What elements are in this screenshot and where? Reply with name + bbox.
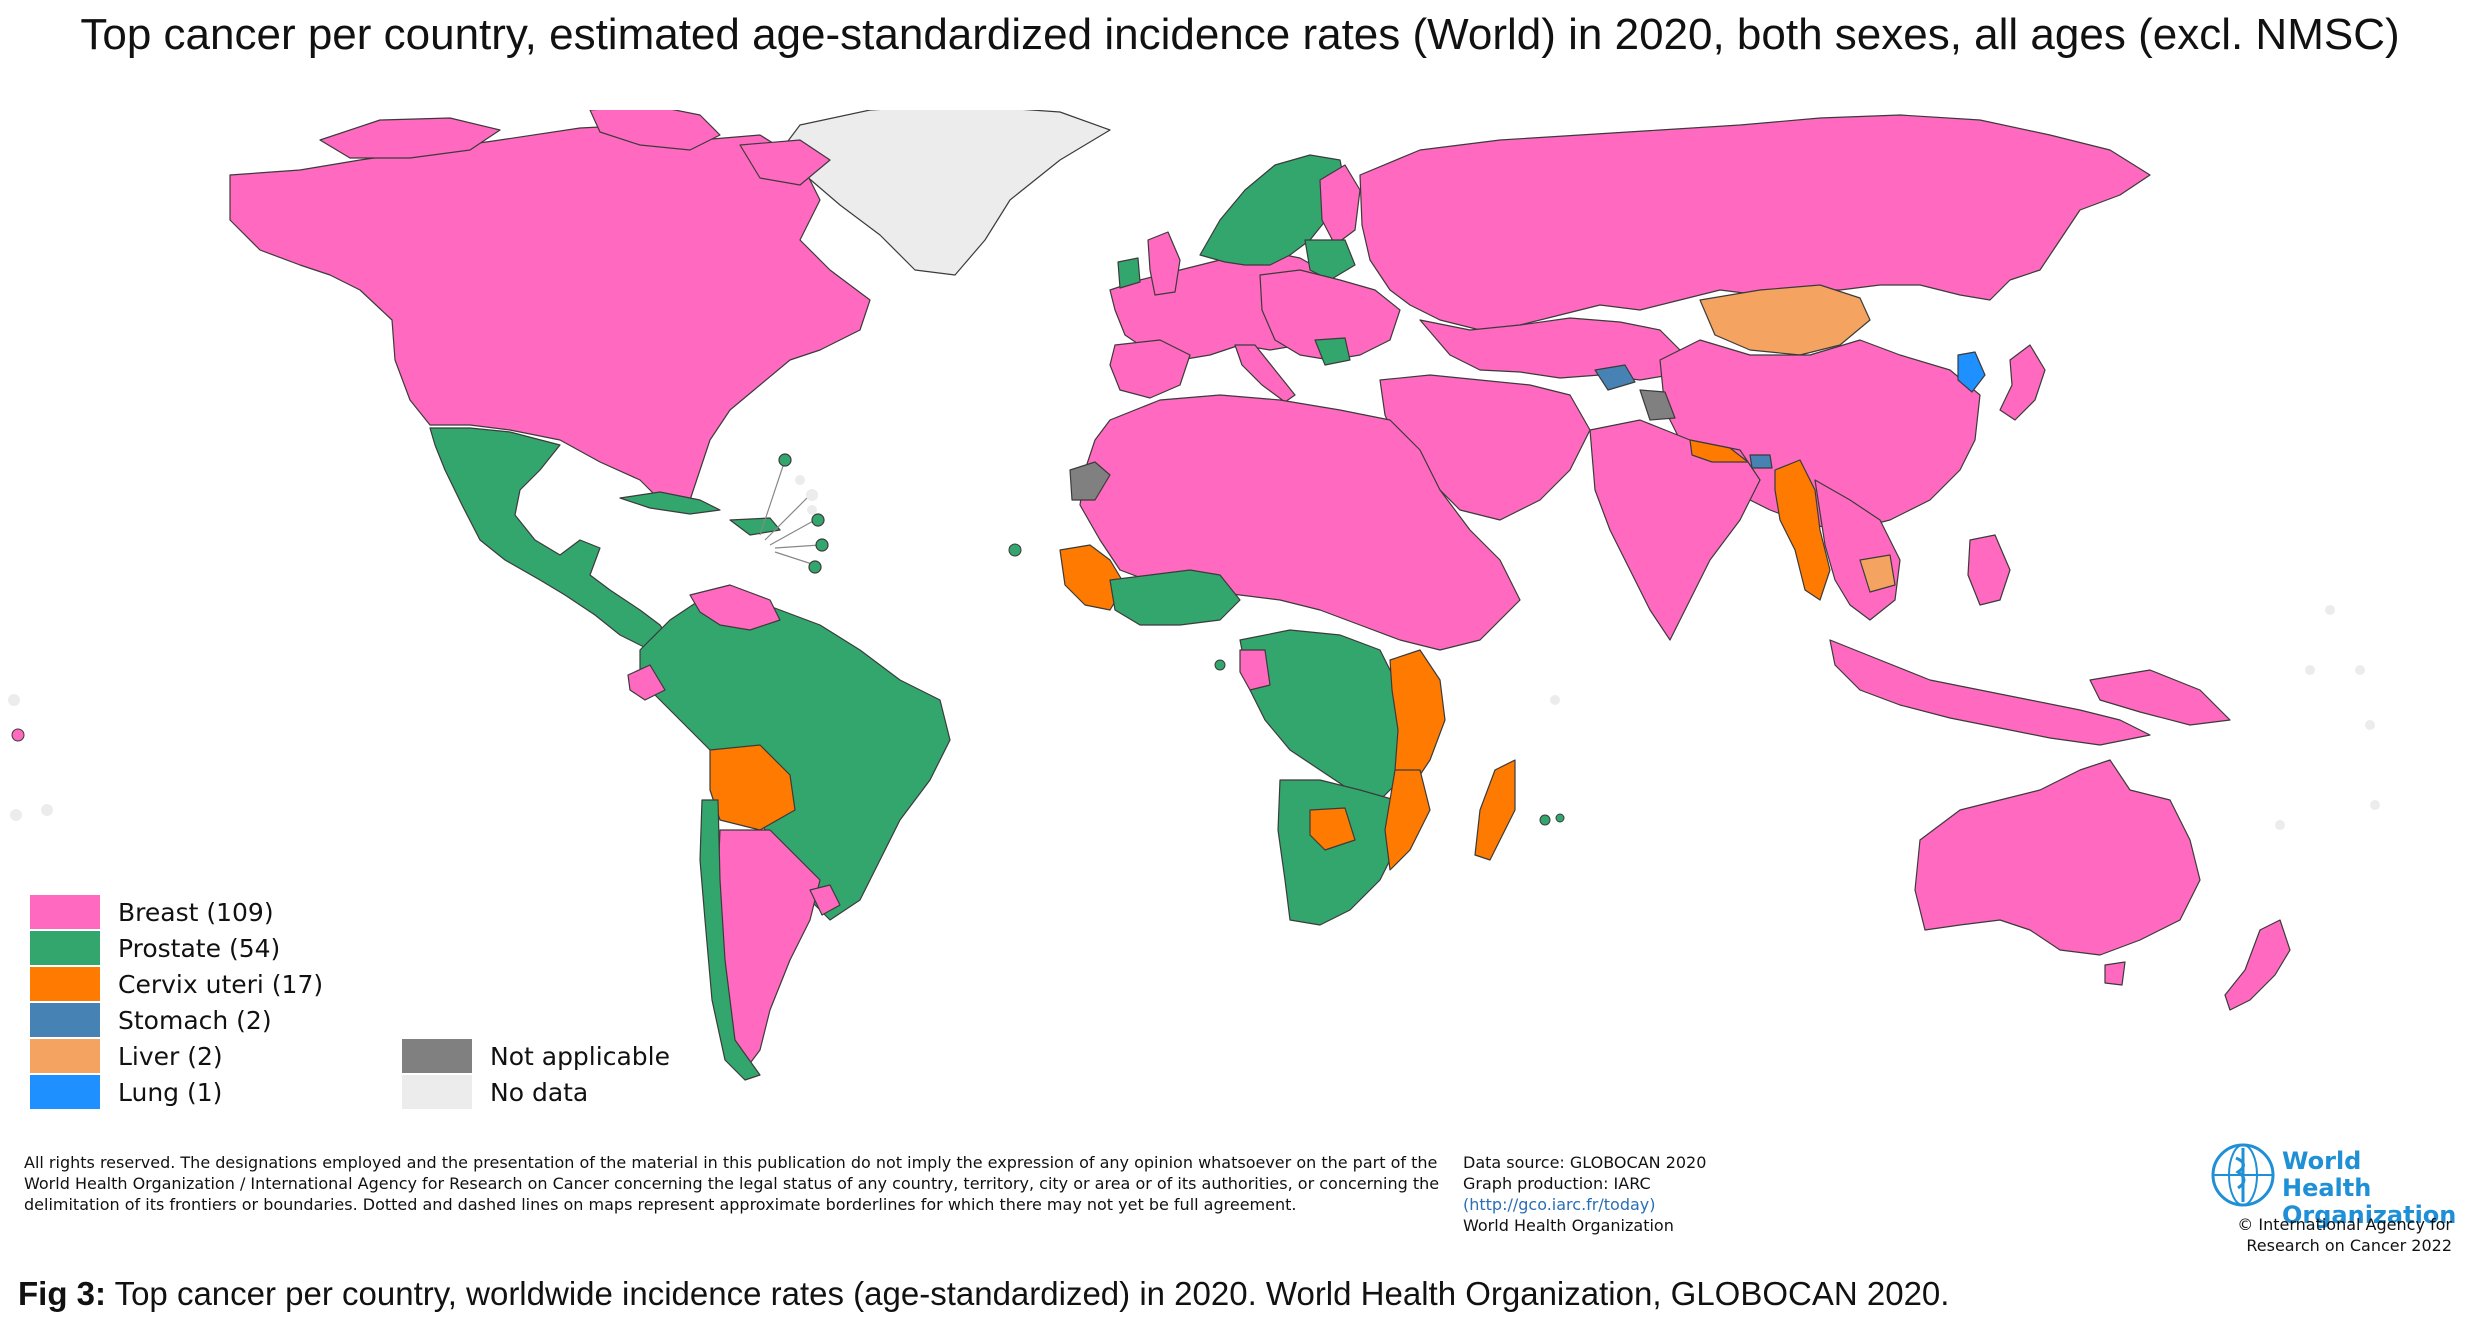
region-central-africa bbox=[1239, 629, 1411, 801]
region-mongolia bbox=[1699, 284, 1871, 356]
map-title: Top cancer per country, estimated age-st… bbox=[80, 10, 2400, 59]
legend-label: Cervix uteri (17) bbox=[118, 969, 324, 999]
legend-label: Breast (109) bbox=[118, 897, 274, 927]
region-ireland bbox=[1117, 257, 1141, 289]
region-balkans bbox=[1314, 337, 1351, 366]
region-western-sahara bbox=[1069, 461, 1111, 501]
legend-item-cervix: Cervix uteri (17) bbox=[30, 967, 323, 1001]
world-choropleth-map bbox=[8, 110, 2380, 1081]
region-gabon bbox=[1239, 649, 1271, 691]
source-link[interactable]: (http://gco.iarc.fr/today) bbox=[1463, 1195, 1656, 1214]
region-madagascar bbox=[1474, 759, 1516, 861]
region-cuba bbox=[619, 491, 721, 515]
who-name-line: Organization bbox=[2282, 1201, 2457, 1229]
region-indonesia bbox=[1829, 639, 2151, 746]
data-source: Data source: GLOBOCAN 2020 Graph product… bbox=[1463, 1152, 1763, 1236]
legend-item-liver: Liver (2) bbox=[30, 1039, 223, 1073]
legend-swatch bbox=[30, 931, 100, 965]
legend-swatch bbox=[30, 895, 100, 929]
legend-swatch bbox=[30, 1003, 100, 1037]
who-name-line: World Health bbox=[2282, 1147, 2372, 1202]
region-arctic-islands-3 bbox=[739, 139, 831, 186]
region-new-zealand bbox=[2224, 919, 2291, 1011]
copyright-line: Research on Cancer 2022 bbox=[2246, 1236, 2452, 1255]
legend-item-prostate: Prostate (54) bbox=[30, 931, 280, 965]
region-finland bbox=[1319, 164, 1361, 246]
source-line: Graph production: IARC bbox=[1463, 1174, 1651, 1193]
who-branding: World Health Organization © Internationa… bbox=[2200, 1140, 2456, 1260]
legend-label: Not applicable bbox=[490, 1041, 670, 1071]
who-name: World Health Organization bbox=[2282, 1148, 2456, 1229]
region-uk bbox=[1147, 231, 1181, 296]
legend-swatch bbox=[30, 1075, 100, 1109]
region-bhutan bbox=[1749, 454, 1773, 469]
legend-label: No data bbox=[490, 1077, 589, 1107]
region-greenland bbox=[784, 110, 1111, 276]
source-line: Data source: GLOBOCAN 2020 bbox=[1463, 1153, 1707, 1172]
region-italy bbox=[1234, 344, 1296, 403]
region-baltics bbox=[1304, 239, 1356, 281]
region-venezuela bbox=[689, 584, 781, 631]
caption-text: Top cancer per country, worldwide incide… bbox=[106, 1275, 1950, 1312]
region-bolivia bbox=[709, 744, 796, 831]
legend-label: Stomach (2) bbox=[118, 1005, 272, 1035]
region-tajikistan bbox=[1594, 364, 1636, 391]
legend-swatch bbox=[402, 1039, 472, 1073]
region-australia bbox=[1914, 759, 2201, 956]
island-markers bbox=[8, 475, 2380, 830]
region-nepal bbox=[1689, 439, 1749, 463]
region-japan bbox=[1999, 344, 2046, 421]
legend-swatch bbox=[30, 1039, 100, 1073]
figure-caption: Fig 3: Top cancer per country, worldwide… bbox=[18, 1275, 1949, 1313]
legend-swatch bbox=[402, 1075, 472, 1109]
region-arctic-islands-2 bbox=[589, 110, 721, 151]
region-east-africa-cervix bbox=[1389, 649, 1446, 791]
legend-swatch bbox=[30, 967, 100, 1001]
region-zimbabwe bbox=[1309, 807, 1356, 851]
region-philippines bbox=[1967, 534, 2011, 606]
legend-label: Liver (2) bbox=[118, 1041, 223, 1071]
source-line: World Health Organization bbox=[1463, 1216, 1674, 1235]
legend-label: Prostate (54) bbox=[118, 933, 281, 963]
region-ecuador bbox=[627, 664, 666, 701]
legend-item-not-applicable: Not applicable bbox=[402, 1039, 670, 1073]
region-arctic-islands bbox=[319, 117, 501, 159]
region-kashmir bbox=[1639, 389, 1676, 421]
region-uruguay bbox=[809, 884, 841, 916]
region-southern-africa bbox=[1277, 779, 1401, 926]
region-hispaniola bbox=[729, 517, 781, 536]
region-tasmania bbox=[2104, 961, 2126, 986]
region-new-guinea bbox=[2089, 669, 2231, 726]
disclaimer: All rights reserved. The designations em… bbox=[24, 1152, 1444, 1215]
region-central-asia bbox=[1419, 317, 1681, 381]
caribbean-callouts bbox=[759, 453, 829, 574]
region-mexico-central-america bbox=[429, 427, 671, 651]
region-eastern-europe bbox=[1259, 269, 1401, 361]
legend-item-no-data: No data bbox=[402, 1075, 588, 1109]
region-korea bbox=[1957, 351, 1986, 393]
region-thailand bbox=[1859, 554, 1896, 593]
region-chile bbox=[699, 799, 761, 1081]
region-myanmar bbox=[1774, 459, 1831, 601]
legend-item-stomach: Stomach (2) bbox=[30, 1003, 272, 1037]
caption-prefix: Fig 3: bbox=[18, 1275, 106, 1312]
legend-item-breast: Breast (109) bbox=[30, 895, 274, 929]
region-west-africa bbox=[1109, 569, 1241, 626]
region-iberia bbox=[1109, 339, 1191, 399]
region-mozambique bbox=[1384, 769, 1431, 871]
region-south-america bbox=[639, 594, 951, 921]
copyright: © International Agency for Research on C… bbox=[2200, 1214, 2452, 1256]
legend-item-lung: Lung (1) bbox=[30, 1075, 222, 1109]
legend-label: Lung (1) bbox=[118, 1077, 223, 1107]
who-emblem-icon bbox=[2211, 1143, 2275, 1207]
copyright-line: © International Agency for bbox=[2237, 1215, 2452, 1234]
disclaimer-text: All rights reserved. The designations em… bbox=[24, 1153, 1440, 1214]
